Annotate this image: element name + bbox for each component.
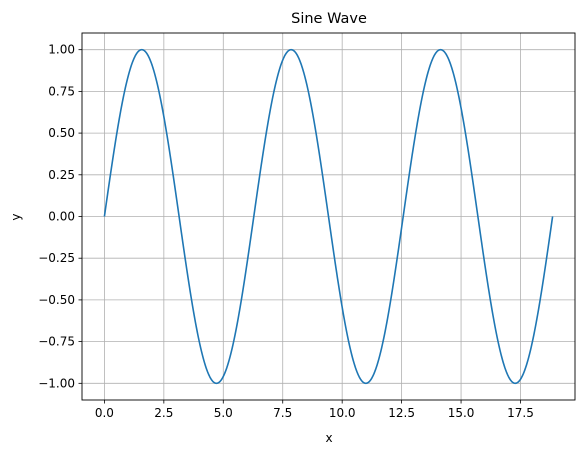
y-tick-label: −0.25	[38, 251, 75, 265]
y-axis-ticks: −1.00 −0.75 −0.50 −0.25 0.00 0.25 0.50 0.75 1.00	[38, 43, 82, 390]
y-axis-label: y	[9, 213, 23, 220]
sine-series-line	[103, 48, 554, 385]
y-tick-label: −1.00	[38, 376, 75, 390]
y-tick-label: 1.00	[48, 43, 75, 57]
x-axis-label: x	[325, 431, 332, 445]
x-tick-label: 17.5	[507, 406, 534, 420]
x-tick-label: 0.0	[95, 406, 114, 420]
x-tick-label: 10.0	[329, 406, 356, 420]
y-tick-label: 0.50	[48, 126, 75, 140]
x-axis-ticks: 0.0 2.5 5.0 7.5 10.0 12.5 15.0 17.5	[95, 400, 534, 420]
x-tick-label: 5.0	[214, 406, 233, 420]
y-tick-label: 0.25	[48, 168, 75, 182]
y-tick-label: −0.50	[38, 293, 75, 307]
y-tick-label: −0.75	[38, 335, 75, 349]
x-tick-label: 7.5	[273, 406, 292, 420]
x-tick-label: 2.5	[154, 406, 173, 420]
x-tick-label: 12.5	[388, 406, 415, 420]
y-tick-label: 0.00	[48, 210, 75, 224]
x-tick-label: 15.0	[448, 406, 475, 420]
y-tick-label: 0.75	[48, 84, 75, 98]
series-layer	[103, 48, 554, 385]
chart-title: Sine Wave	[291, 11, 367, 27]
